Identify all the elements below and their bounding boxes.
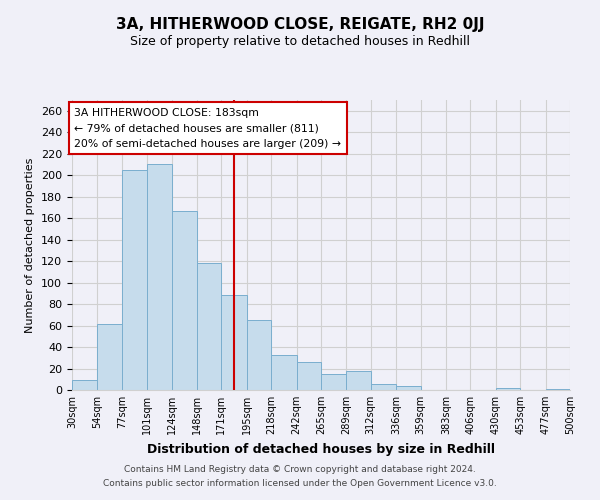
Text: 3A, HITHERWOOD CLOSE, REIGATE, RH2 0JJ: 3A, HITHERWOOD CLOSE, REIGATE, RH2 0JJ	[116, 18, 484, 32]
Bar	[271, 354, 296, 390]
Bar	[221, 296, 247, 390]
Bar	[496, 388, 520, 390]
Bar	[346, 370, 371, 390]
Bar	[321, 374, 346, 390]
Bar	[197, 264, 221, 390]
Text: Size of property relative to detached houses in Redhill: Size of property relative to detached ho…	[130, 35, 470, 48]
Y-axis label: Number of detached properties: Number of detached properties	[25, 158, 35, 332]
Bar	[97, 324, 122, 390]
Text: Contains HM Land Registry data © Crown copyright and database right 2024.
Contai: Contains HM Land Registry data © Crown c…	[103, 466, 497, 487]
Bar	[545, 389, 570, 390]
Bar	[147, 164, 172, 390]
Text: 3A HITHERWOOD CLOSE: 183sqm
← 79% of detached houses are smaller (811)
20% of se: 3A HITHERWOOD CLOSE: 183sqm ← 79% of det…	[74, 108, 341, 148]
Bar	[172, 210, 197, 390]
Bar	[396, 386, 421, 390]
Bar	[371, 384, 396, 390]
Bar	[122, 170, 147, 390]
Bar	[296, 362, 321, 390]
Bar	[72, 380, 97, 390]
X-axis label: Distribution of detached houses by size in Redhill: Distribution of detached houses by size …	[147, 442, 495, 456]
Bar	[247, 320, 271, 390]
